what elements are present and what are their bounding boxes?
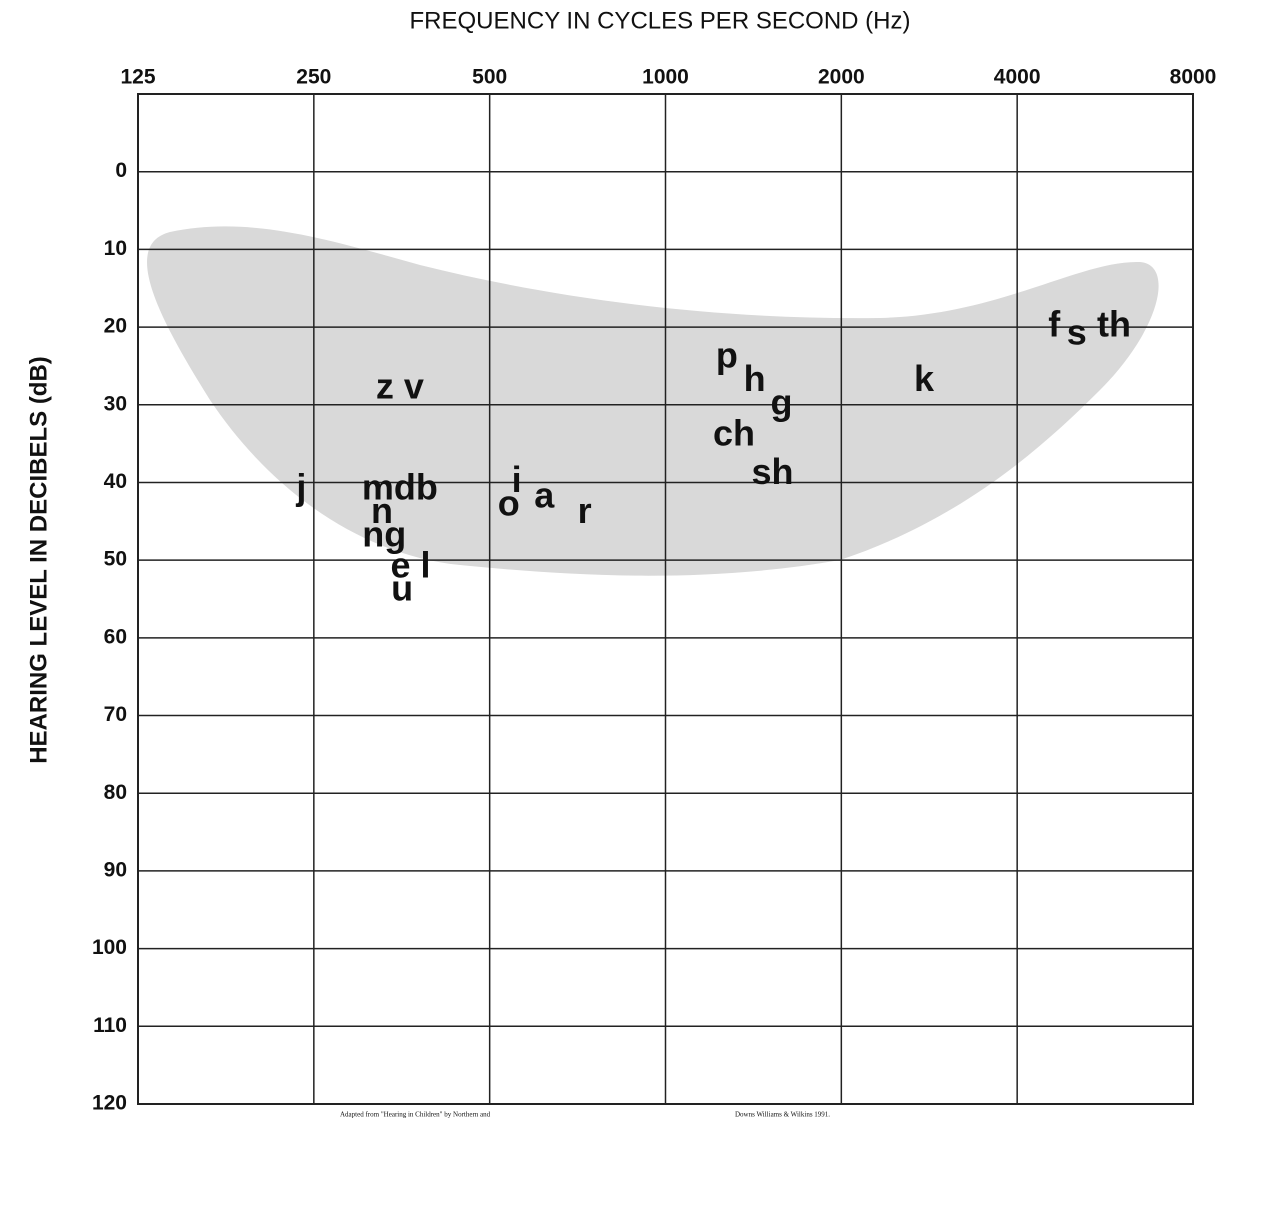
speech-sound: a xyxy=(534,475,555,516)
y-tick-label: 110 xyxy=(93,1014,127,1037)
y-tick-label: 20 xyxy=(104,315,127,338)
speech-sound: h xyxy=(744,358,766,399)
y-axis-label: HEARING LEVEL IN DECIBELS (dB) xyxy=(25,356,52,764)
chart: FREQUENCY IN CYCLES PER SECOND (Hz) HEAR… xyxy=(0,0,1281,1231)
x-tick-label: 8000 xyxy=(1170,66,1217,89)
speech-sound: p xyxy=(716,335,738,376)
credit: Downs Williams & Wilkins 1991. xyxy=(735,1111,830,1119)
speech-sound: z v xyxy=(376,366,424,407)
x-tick-label: 4000 xyxy=(994,66,1041,89)
y-tick-label: 90 xyxy=(104,858,127,881)
x-tick-label: 125 xyxy=(120,66,155,89)
y-tick-label: 0 xyxy=(115,159,127,182)
speech-banana xyxy=(147,226,1159,575)
y-tick-label: 80 xyxy=(104,781,127,804)
x-tick-label: 250 xyxy=(296,66,331,89)
y-tick-label: 100 xyxy=(92,936,127,959)
speech-sound: u xyxy=(391,568,413,609)
speech-sound: k xyxy=(914,358,935,399)
speech-sound: o xyxy=(498,482,520,523)
chart-title: FREQUENCY IN CYCLES PER SECOND (Hz) xyxy=(410,7,911,34)
speech-sound: sh xyxy=(752,451,794,492)
speech-sound: ch xyxy=(713,412,755,453)
speech-sound: th xyxy=(1097,304,1131,345)
y-tick-label: 30 xyxy=(104,392,127,415)
y-tick-label: 60 xyxy=(104,625,127,648)
x-tick-label: 2000 xyxy=(818,66,865,89)
y-tick-label: 120 xyxy=(92,1092,127,1115)
speech-sound: s xyxy=(1067,311,1087,352)
speech-sound: j xyxy=(295,467,306,508)
speech-sound: r xyxy=(578,490,592,531)
y-tick-label: 50 xyxy=(104,548,127,571)
y-tick-label: 10 xyxy=(104,237,127,260)
y-tick-label: 40 xyxy=(104,470,127,493)
credit: Adapted from "Hearing in Children" by No… xyxy=(340,1111,491,1119)
speech-sound: g xyxy=(771,381,793,422)
y-tick-label: 70 xyxy=(104,703,127,726)
x-tick-label: 1000 xyxy=(642,66,689,89)
x-tick-label: 500 xyxy=(472,66,507,89)
speech-sound: f xyxy=(1048,304,1061,345)
